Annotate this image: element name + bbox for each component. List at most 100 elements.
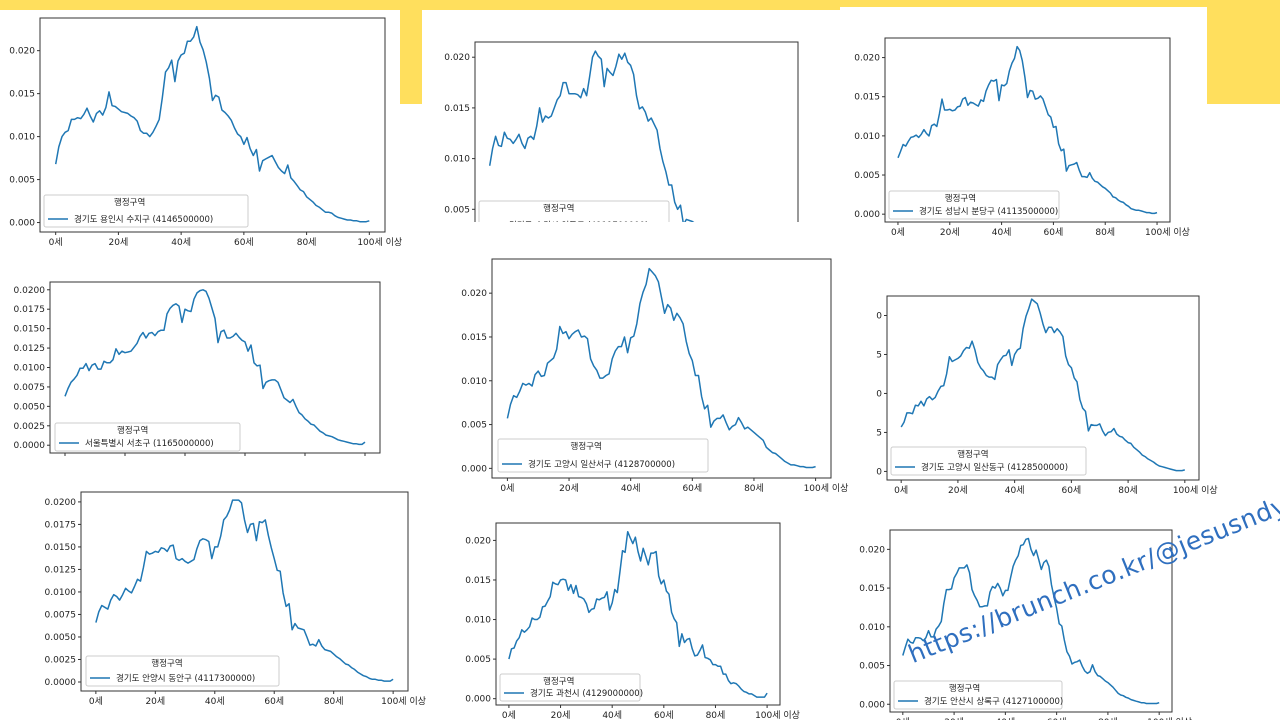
- y-tick-label: 0.000: [465, 695, 491, 705]
- legend-title: 행정구역: [114, 197, 145, 208]
- legend-label: 경기도 용인시 수지구 (4146500000): [74, 214, 213, 225]
- y-tick-label: 0.020: [444, 53, 470, 63]
- y-tick-label: 0.010: [465, 616, 491, 626]
- legend-title: 행정구역: [571, 441, 602, 452]
- x-tick-label: 0세: [894, 485, 908, 496]
- x-tick-label: 60세: [234, 237, 254, 248]
- y-tick-label: 0.005: [444, 205, 470, 215]
- legend-label: 경기도 성남시 분당구 (4113500000): [919, 206, 1058, 217]
- x-tick-label: 40세: [621, 483, 641, 494]
- legend-label: 경기도 과천시 (4129000000): [530, 688, 643, 699]
- y-tick-label: 0.0125: [14, 344, 46, 354]
- y-tick-label: 0.010: [859, 623, 885, 633]
- series-line: [506, 267, 816, 469]
- y-tick-label: 0.000: [461, 464, 487, 474]
- x-tick-label: 40세: [992, 227, 1012, 238]
- y-tick-label: 5: [876, 428, 882, 438]
- y-tick-label: 0.010: [444, 155, 470, 165]
- legend-title: 행정구역: [945, 193, 976, 204]
- x-tick-label: 100세 이상: [381, 696, 426, 707]
- x-tick-label: 80세: [1098, 717, 1118, 720]
- legend-box: [478, 200, 670, 222]
- x-tick-label: 40세: [1005, 485, 1025, 496]
- chart-sangnok: 0.000 0.005 0.010 0.015 0.020 0세 20세 40세 60세 80세 1…: [859, 529, 1192, 720]
- legend-box: [499, 673, 641, 702]
- x-tick-label: 60세: [682, 483, 702, 494]
- y-tick-label: 0.0000: [14, 441, 46, 451]
- chart-bundang: 0.000 0.005 0.010 0.015 0.020 0세 20세 40세 60세 80세 1…: [854, 37, 1190, 238]
- y-tick-label: 0.0000: [45, 678, 77, 688]
- x-tick-label: 100세 이상: [1145, 227, 1190, 238]
- legend-title: 행정구역: [949, 683, 980, 694]
- x-tick-label: 0세: [49, 237, 63, 248]
- axes-frame: [889, 529, 1173, 713]
- top-accent-band: [0, 0, 1280, 10]
- y-tick-label: 0.020: [859, 545, 885, 555]
- series-line: [508, 530, 768, 698]
- y-tick-label: 0.0150: [45, 543, 77, 553]
- accent-block-right: [1207, 0, 1280, 104]
- series-line: [54, 25, 370, 223]
- x-tick-label: 20세: [944, 717, 964, 720]
- series-line: [64, 289, 366, 446]
- x-tick-label: 20세: [145, 696, 165, 707]
- series-line: [900, 298, 1185, 472]
- y-tick-label: 0.0125: [45, 565, 77, 575]
- axes-frame: [474, 41, 799, 222]
- x-tick-label: 20세: [948, 485, 968, 496]
- y-tick-label: 0.000: [859, 700, 885, 710]
- y-tick-label: 0.0100: [14, 364, 46, 374]
- y-tick-label: 0.015: [859, 584, 885, 594]
- legend-label: 서울특별시 서초구 (1165000000): [85, 438, 214, 449]
- y-tick-label: 0.015: [854, 93, 880, 103]
- x-tick-label: 40세: [602, 710, 622, 720]
- x-tick-label: 100세 이상: [357, 237, 402, 248]
- series-line: [897, 45, 1158, 215]
- y-tick-label: 0.020: [9, 47, 35, 57]
- y-tick-label: 0.005: [859, 662, 885, 672]
- y-tick-label: 0: [876, 311, 882, 321]
- chart-seocho: 0.0000 0.0025 0.0050 0.0075 0.0100 0.0125 0.01…: [14, 281, 381, 456]
- y-tick-label: 0.0175: [45, 520, 77, 530]
- x-tick-label: 100세 이상: [1147, 717, 1192, 720]
- chart-suji: 0.000 0.005 0.010 0.015 0.020 0세 20세 40세 60세 80세 1…: [9, 17, 402, 248]
- legend-title: 행정구역: [957, 449, 988, 460]
- x-tick-label: 80세: [706, 710, 726, 720]
- y-tick-label: 0.0075: [14, 383, 46, 393]
- y-tick-label: 0.0025: [45, 655, 77, 665]
- x-tick-label: 60세: [654, 710, 674, 720]
- y-tick-label: 0.015: [444, 104, 470, 114]
- axes-frame: [886, 295, 1200, 481]
- y-tick-label: 0.0025: [14, 422, 46, 432]
- legend-box: [893, 680, 1063, 710]
- axes-frame: [495, 522, 781, 706]
- x-tick-label: 80세: [324, 696, 344, 707]
- x-tick-label: 80세: [1118, 485, 1138, 496]
- y-tick-label: 0.0100: [45, 588, 77, 598]
- accent-block-left: [400, 0, 422, 104]
- y-tick-label: 0.010: [9, 133, 35, 143]
- legend-label: 경기도 안양시 동안구 (4117300000): [116, 673, 255, 684]
- series-line: [488, 50, 695, 222]
- x-tick-label: 0세: [896, 717, 910, 720]
- legend-title: 행정구역: [543, 203, 574, 214]
- legend-label: 경기도 수원시 영통구 (4111700000): [509, 220, 648, 231]
- series-line: [902, 537, 1160, 705]
- x-tick-label: 40세: [205, 696, 225, 707]
- chart-ilsanseo: 0.000 0.005 0.010 0.015 0.020 0세 20세 40세 60세 80세 1…: [461, 258, 848, 494]
- axes-frame: [491, 258, 832, 479]
- series-line: [95, 499, 394, 682]
- y-tick-label: 0: [876, 389, 882, 399]
- y-tick-label: 0.005: [9, 176, 35, 186]
- axes-frame: [884, 37, 1171, 223]
- chart-dongan: 0.0000 0.0025 0.0050 0.0075 0.0100 0.0125 0.01…: [45, 491, 426, 707]
- y-tick-label: 0.0200: [14, 286, 46, 296]
- x-tick-label: 40세: [995, 717, 1015, 720]
- x-tick-label: 100세 이상: [1173, 485, 1218, 496]
- y-tick-label: 0.015: [465, 576, 491, 586]
